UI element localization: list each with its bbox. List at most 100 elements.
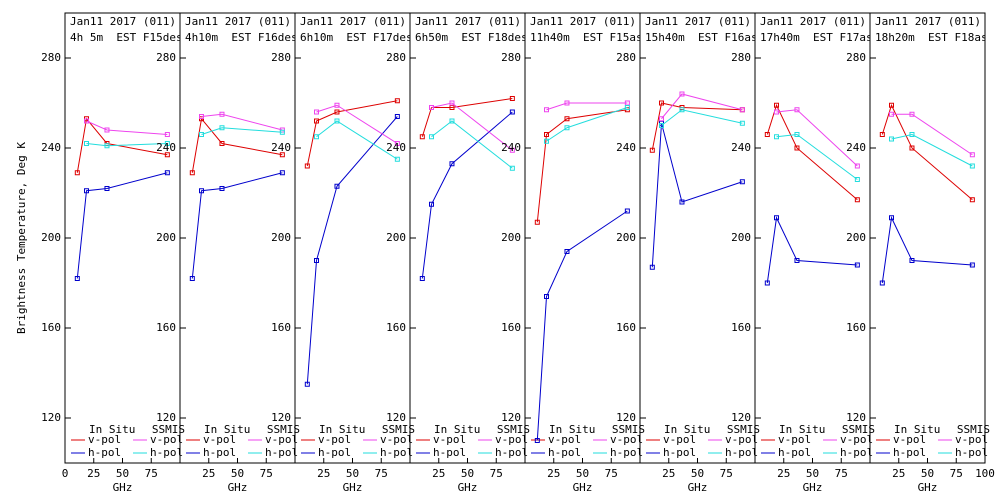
y-tick-label: 280: [41, 51, 61, 64]
series-line: [86, 120, 168, 135]
legend-title: SSMIS: [842, 423, 875, 436]
y-tick-label: 280: [846, 51, 866, 64]
data-point: [419, 276, 425, 281]
data-point: [854, 262, 860, 268]
data-point: [279, 170, 285, 176]
y-tick-label: 240: [616, 141, 636, 154]
data-point: [969, 262, 975, 268]
data-point: [564, 116, 570, 122]
data-point: [314, 118, 320, 124]
data-point: [564, 125, 570, 131]
x-tick-label: 0: [62, 467, 69, 480]
data-point: [334, 102, 340, 108]
panel-subtitle: 6h10m EST F17des: [300, 31, 413, 44]
legend-title: In Situ: [664, 423, 710, 436]
panel: Jan11 2017 (011) 15h40m EST F16asc: [645, 15, 755, 44]
data-point: [764, 280, 770, 286]
legend-label: v-pol: [610, 433, 643, 446]
data-point: [304, 381, 310, 387]
y-tick-label: 160: [156, 321, 176, 334]
y-tick-label: 160: [271, 321, 291, 334]
series-line: [881, 216, 973, 284]
legend-label: v-pol: [203, 433, 236, 446]
legend-label: h-pol: [265, 446, 298, 459]
series-line: [881, 103, 973, 201]
y-tick-label: 280: [616, 51, 636, 64]
data-point: [774, 215, 780, 221]
legend-title: SSMIS: [612, 423, 645, 436]
data-point: [544, 138, 550, 144]
legend-label: h-pol: [725, 446, 758, 459]
x-axis-label: GHz: [688, 481, 708, 494]
data-point: [854, 197, 860, 203]
x-tick-label: 25: [432, 467, 445, 480]
y-tick-label: 200: [41, 231, 61, 244]
y-tick-label: 160: [501, 321, 521, 334]
series-line: [766, 216, 858, 284]
legend-label: v-pol: [840, 433, 873, 446]
panel-title: Jan11 2017 (011): [760, 15, 866, 28]
x-axis-label: GHz: [113, 481, 133, 494]
y-tick-label: 160: [386, 321, 406, 334]
y-tick-label: 200: [616, 231, 636, 244]
x-tick-label: 75: [260, 467, 273, 480]
data-point: [544, 132, 550, 137]
x-tick-label: 50: [921, 467, 934, 480]
x-tick-label: 25: [317, 467, 330, 480]
data-point: [544, 294, 550, 299]
x-tick-label: 100: [975, 467, 995, 480]
legend-title: In Situ: [204, 423, 250, 436]
series-line: [546, 102, 628, 111]
x-axis-label: GHz: [573, 481, 593, 494]
x-axis-label: GHz: [803, 481, 823, 494]
legend-title: SSMIS: [727, 423, 760, 436]
data-point: [164, 132, 170, 137]
data-point: [739, 120, 745, 126]
data-point: [534, 438, 540, 443]
data-point: [394, 156, 400, 162]
y-tick-label: 120: [501, 411, 521, 424]
legend-label: h-pol: [663, 446, 696, 459]
legend-label: v-pol: [433, 433, 466, 446]
data-point: [624, 105, 630, 110]
y-tick-label: 120: [156, 411, 176, 424]
data-point: [889, 136, 895, 142]
data-point: [854, 163, 860, 169]
data-point: [534, 219, 540, 225]
legend-label: h-pol: [380, 446, 413, 459]
series-line: [76, 172, 168, 279]
series-line: [661, 93, 743, 120]
panel-subtitle: 4h10m EST F16des: [185, 31, 298, 44]
x-axis-label: GHz: [918, 481, 938, 494]
data-point: [774, 102, 780, 108]
data-point: [649, 264, 655, 270]
data-point: [969, 163, 975, 169]
x-tick-label: 25: [202, 467, 215, 480]
x-tick-label: 50: [691, 467, 704, 480]
panel-frame: [869, 12, 986, 464]
legend-title: In Situ: [894, 423, 940, 436]
y-tick-label: 120: [731, 411, 751, 424]
x-tick-label: 50: [806, 467, 819, 480]
data-point: [164, 141, 170, 146]
x-tick-label: 50: [116, 467, 129, 480]
data-point: [334, 109, 340, 115]
panel: Jan11 2017 (011) 17h40m EST F17asc: [760, 15, 870, 44]
data-point: [889, 102, 895, 108]
panel-title: Jan11 2017 (011): [645, 15, 751, 28]
legend-label: v-pol: [150, 433, 183, 446]
series-line: [766, 103, 858, 201]
legend-title: SSMIS: [957, 423, 990, 436]
legend-title: SSMIS: [497, 423, 530, 436]
legend-title: In Situ: [779, 423, 825, 436]
legend-label: h-pol: [433, 446, 466, 459]
data-point: [314, 258, 320, 263]
panel-subtitle: 4h 5m EST F15des: [70, 31, 183, 44]
series-line: [776, 109, 858, 167]
legend-label: v-pol: [88, 433, 121, 446]
panel: Jan11 2017 (011) 4h 5m EST F15des: [70, 15, 183, 44]
y-tick-label: 120: [616, 411, 636, 424]
y-tick-label: 280: [731, 51, 751, 64]
legend-title: SSMIS: [267, 423, 300, 436]
data-point: [394, 141, 400, 146]
